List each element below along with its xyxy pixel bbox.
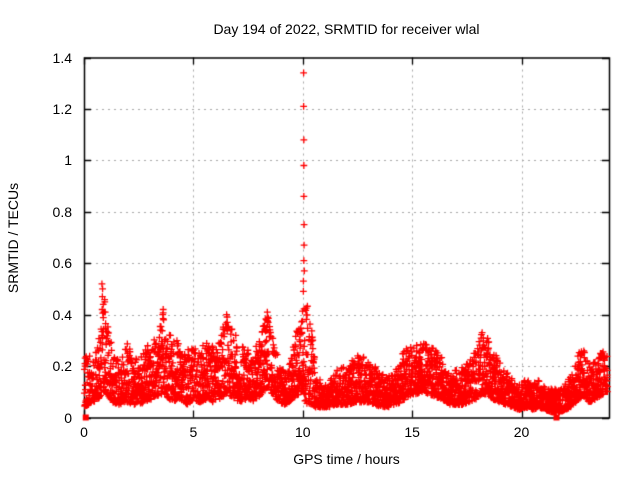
y-tick-label: 0 — [64, 409, 72, 426]
x-tick-label: 10 — [294, 424, 311, 440]
x-tick-label: 20 — [513, 424, 530, 440]
y-tick-label: 1.2 — [52, 100, 72, 117]
chart-title: Day 194 of 2022, SRMTID for receiver wla… — [213, 21, 480, 37]
y-tick-label: 1.4 — [52, 49, 72, 66]
y-tick-label: 0.6 — [52, 255, 72, 272]
x-tick-label: 15 — [404, 424, 420, 440]
y-tick-label: 0.4 — [52, 306, 72, 323]
x-tick-label: 0 — [80, 424, 88, 440]
x-tick-label: 5 — [189, 424, 198, 440]
x-axis-label: GPS time / hours — [293, 451, 400, 467]
y-tick-label: 0.2 — [52, 358, 72, 375]
y-tick-label: 1 — [64, 152, 72, 169]
y-tick-label: 0.8 — [52, 203, 72, 220]
